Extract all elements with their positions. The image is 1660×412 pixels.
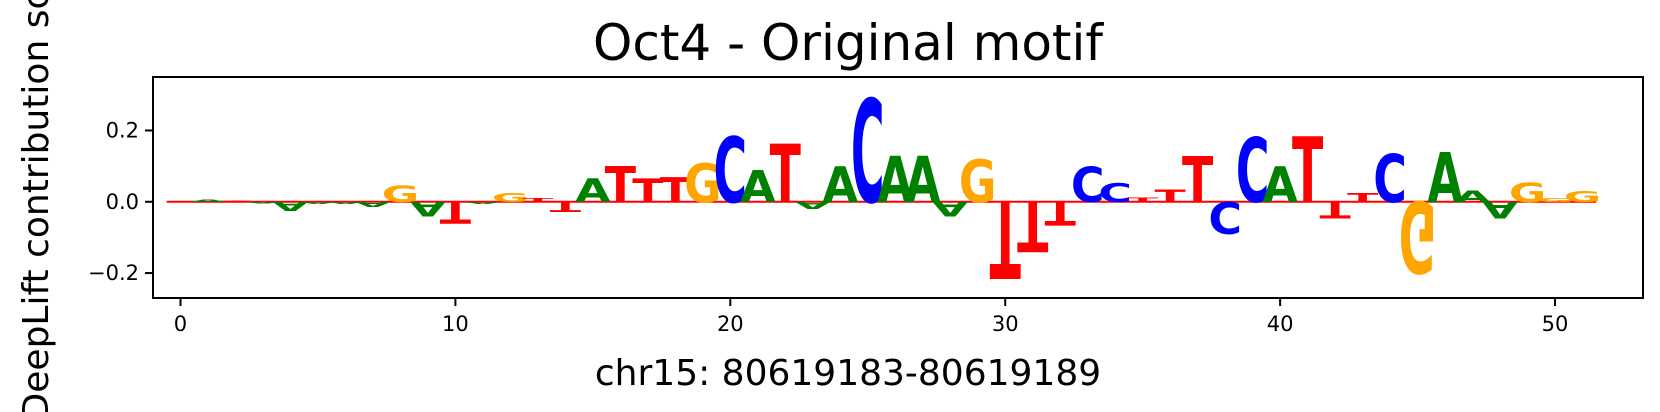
logo-letter-a: A bbox=[878, 144, 914, 217]
logo-letter-a: A bbox=[575, 173, 611, 210]
y-axis-label: DeepLift contribution score bbox=[16, 0, 57, 412]
logo-letter-a: A bbox=[740, 161, 776, 213]
logo-letter-c: C bbox=[1208, 191, 1242, 243]
logo-letter-a: A bbox=[1262, 157, 1298, 214]
logo-letter-t: T bbox=[522, 197, 554, 203]
logo-letter-t: T bbox=[220, 200, 251, 202]
logo-letter-c: C bbox=[1071, 159, 1105, 214]
logo-letter-a: A bbox=[410, 197, 446, 220]
logo-letter-t: T bbox=[1017, 185, 1048, 265]
logo-letter-t: T bbox=[1347, 190, 1378, 204]
logo-letter-t: T bbox=[605, 157, 637, 214]
logo-letter-t: T bbox=[440, 194, 472, 228]
logo-letter-a: A bbox=[795, 199, 831, 210]
logo-letter-a: A bbox=[355, 200, 391, 208]
logo-letter-t: T bbox=[1155, 186, 1187, 206]
logo-letter-t: T bbox=[632, 173, 663, 210]
logo-letter-g: G bbox=[382, 182, 420, 207]
logo-letter-t: T bbox=[1292, 119, 1323, 224]
x-axis-label: chr15: 80619183-80619189 bbox=[595, 353, 1101, 394]
y-tick-label: −0.2 bbox=[88, 261, 139, 285]
x-tick-label: 10 bbox=[442, 312, 469, 336]
logo-letter-c: C bbox=[851, 70, 885, 236]
logo-letter-a: A bbox=[245, 201, 280, 203]
logo-letter-t: T bbox=[1319, 196, 1351, 221]
logo-letter-g: G bbox=[684, 152, 722, 214]
logo-letter-g: G bbox=[959, 148, 997, 216]
y-tick-label: 0.0 bbox=[106, 190, 139, 214]
logo-letter-a: A bbox=[190, 199, 225, 203]
logo-letters: ATAAAAAGATAGTTATTTGCATAACAAAGTTTCCTTTCCA… bbox=[190, 70, 1601, 298]
logo-letter-t: T bbox=[660, 170, 692, 211]
x-tick-label: 0 bbox=[174, 312, 187, 336]
logo-letter-a: A bbox=[1482, 196, 1518, 221]
logo-letter-g: G bbox=[492, 190, 530, 204]
chart-title: Oct4 - Original motif bbox=[593, 14, 1104, 72]
x-tick-label: 40 bbox=[1267, 312, 1294, 336]
logo-letter-a: A bbox=[328, 201, 363, 204]
logo-letter-c: C bbox=[1236, 120, 1270, 223]
logo-letter-c: C bbox=[1098, 177, 1132, 208]
logo-letter-a: A bbox=[273, 199, 309, 213]
logo-letter-g: G bbox=[1509, 177, 1547, 208]
logo-letter-a: A bbox=[905, 144, 941, 217]
x-tick-label: 20 bbox=[717, 312, 744, 336]
logo-letter-t: T bbox=[990, 176, 1021, 298]
logo-letter-c: C bbox=[1373, 141, 1407, 218]
axis-ticks: 0 10 20 30 40 50 −0.2 0.0 0.2 bbox=[88, 118, 1568, 336]
logo-letter-t: T bbox=[1045, 194, 1076, 231]
logo-letter-t: T bbox=[1182, 144, 1213, 217]
logo-letter-t: T bbox=[1127, 196, 1159, 203]
logo-letter-t: T bbox=[770, 128, 801, 221]
logo-letter-a: A bbox=[933, 197, 969, 220]
logo-letter-a: A bbox=[1455, 188, 1491, 206]
logo-letter-g: G bbox=[1564, 188, 1602, 205]
logo-letter-t: T bbox=[550, 199, 581, 215]
logo-letter-a: A bbox=[1427, 138, 1462, 218]
x-tick-label: 30 bbox=[992, 312, 1019, 336]
logo-letter-g: G bbox=[1399, 179, 1437, 293]
logo-letter-a: A bbox=[823, 157, 859, 214]
logo-letter-g: G bbox=[1536, 197, 1574, 203]
x-tick-label: 50 bbox=[1542, 312, 1569, 336]
plot-frame bbox=[152, 76, 1644, 299]
logo-letter-a: A bbox=[300, 201, 335, 204]
logo-letter-c: C bbox=[713, 119, 747, 224]
logo-letter-a: A bbox=[465, 201, 500, 204]
y-tick-label: 0.2 bbox=[106, 118, 139, 142]
